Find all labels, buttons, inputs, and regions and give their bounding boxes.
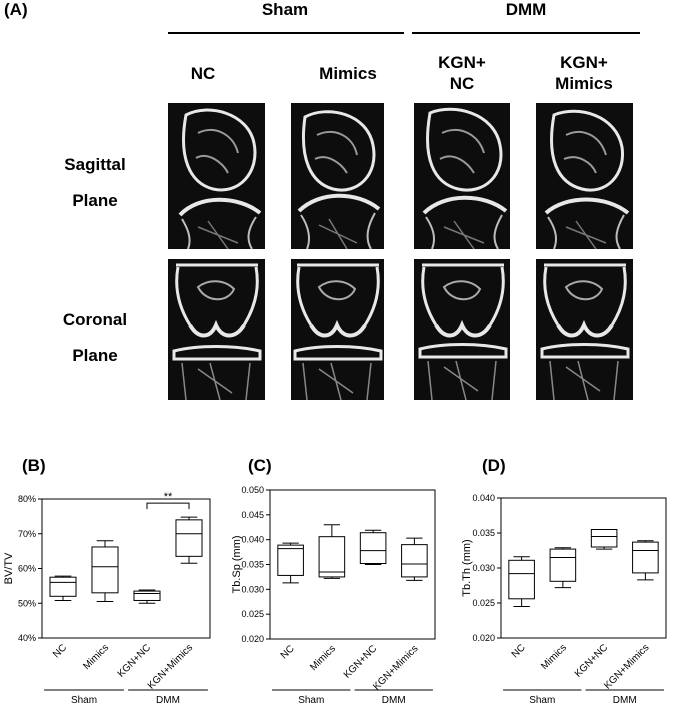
x-category-label: Mimics [539, 642, 569, 672]
ct-image-sagittal-kgn-nc [414, 103, 510, 249]
y-tick-label: 0.040 [241, 535, 264, 545]
y-tick-label: 40% [18, 633, 36, 643]
column-header-nc: NC [190, 64, 216, 83]
box-KGN+Mimics [175, 519, 203, 557]
y-tick-label: 0.025 [472, 598, 495, 608]
group-label: DMM [156, 695, 180, 706]
y-tick-label: 80% [18, 494, 36, 504]
panel-b-label: (B) [22, 456, 46, 475]
group-label: DMM [613, 695, 637, 706]
box-KGN+NC [359, 532, 387, 565]
x-category-label: NC [510, 642, 528, 660]
x-category-label: Mimics [308, 643, 338, 673]
x-category-label: KGN+NC [342, 643, 379, 680]
box-NC [49, 576, 77, 597]
box-KGN+Mimics [632, 541, 659, 574]
x-category-label: NC [279, 643, 297, 661]
ct-image-coronal-kgn-nc [414, 259, 510, 400]
panel-d-label: (D) [482, 456, 506, 475]
y-axis-label: Tb.Th (mm) [461, 539, 473, 596]
x-category-label: KGN+NC [573, 642, 610, 679]
ct-image-coronal-kgn-mimics [536, 259, 633, 400]
y-tick-label: 0.035 [472, 528, 495, 538]
column-header-kgn-nc: KGN+ NC [438, 53, 486, 93]
panel-c-label: (C) [248, 456, 272, 475]
box-Mimics [91, 546, 119, 594]
chart-tb-sp: 0.020 0.025 0.030 0.035 0.040 0.045 0.050 Tb.Sp… [231, 485, 436, 706]
group-label: DMM [382, 695, 406, 706]
box-Mimics [549, 548, 577, 582]
row-label-coronal: Coronal Plane [62, 310, 128, 365]
group-label: Sham [298, 695, 324, 706]
group-header-sham: Sham [261, 0, 309, 19]
x-category-label: KGN+Mimics [146, 642, 195, 691]
y-axis-label: BV/TV [3, 552, 15, 584]
y-tick-label: 70% [18, 529, 36, 539]
y-tick-label: 0.025 [241, 609, 264, 619]
ct-image-sagittal-mimics [291, 103, 384, 249]
y-tick-label: 50% [18, 598, 36, 608]
y-tick-label: 0.020 [472, 633, 495, 643]
column-header-mimics: Mimics [319, 64, 377, 83]
box-KGN+Mimics [401, 544, 428, 578]
chart-tb-th: 0.020 0.025 0.030 0.035 0.040 Tb.Th (mm) NC Mim… [461, 493, 667, 706]
row-label-sagittal: Sagittal Plane [64, 155, 126, 210]
significance-label: ** [164, 491, 173, 503]
group-label: Sham [529, 695, 555, 706]
chart-bv-tv: 40% 50% 60% 70% 80% BV/TV NC Mimics KGN+NCKGN+Mi… [3, 491, 211, 706]
y-tick-label: 0.035 [241, 560, 264, 570]
group-line-sham [168, 32, 404, 34]
box-NC [277, 544, 304, 576]
box-NC [508, 559, 535, 600]
column-header-kgn-mimics: KGN+ Mimics [555, 53, 613, 93]
group-header-dmm: DMM [505, 0, 547, 19]
y-tick-label: 0.030 [241, 584, 264, 594]
x-category-label: Mimics [81, 642, 111, 672]
group-label: Sham [71, 695, 97, 706]
box-KGN+NC [133, 590, 161, 601]
y-tick-label: 0.045 [241, 510, 264, 520]
ct-image-sagittal-nc [168, 103, 265, 249]
y-tick-label: 60% [18, 564, 36, 574]
box-Mimics [318, 536, 346, 578]
y-tick-label: 0.050 [241, 485, 264, 495]
y-tick-label: 0.030 [472, 563, 495, 573]
significance-bracket [146, 502, 190, 510]
group-line-dmm [412, 32, 640, 34]
ct-image-coronal-mimics [291, 259, 384, 400]
y-tick-label: 0.040 [472, 493, 495, 503]
panel-a-label: (A) [4, 0, 28, 19]
ct-image-sagittal-kgn-mimics [536, 103, 633, 249]
ct-image-coronal-nc [168, 259, 265, 400]
x-category-label: NC [51, 642, 69, 660]
x-category-label: KGN+NC [116, 642, 153, 679]
y-tick-label: 0.020 [241, 634, 264, 644]
box-KGN+NC [590, 529, 618, 548]
y-axis-label: Tb.Sp (mm) [231, 535, 243, 593]
